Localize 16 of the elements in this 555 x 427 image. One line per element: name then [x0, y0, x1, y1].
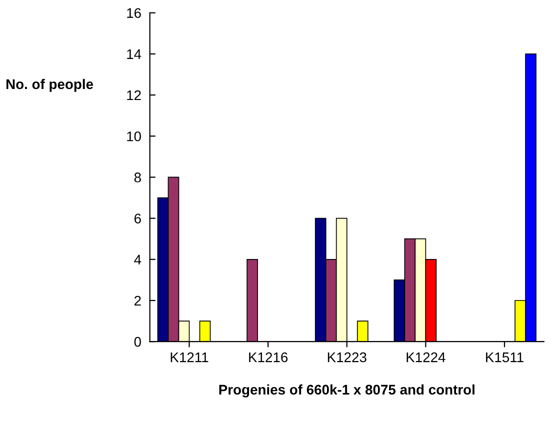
- y-tick-label: 10: [127, 131, 141, 142]
- x-tick-label: K1216: [249, 352, 288, 362]
- y-tick-label: 4: [134, 254, 142, 264]
- x-axis-title: Progenies of 660k-1 x 8075 and control: [219, 384, 474, 398]
- y-tick-label: 12: [127, 90, 141, 100]
- y-tick-label: 6: [134, 214, 141, 224]
- y-tick-label: 2: [134, 296, 141, 306]
- x-tick-label: K1511: [486, 352, 524, 362]
- y-tick-label: 14: [127, 49, 142, 59]
- y-tick-label: 16: [127, 8, 141, 18]
- x-tick-label: K1223: [328, 352, 366, 362]
- y-tick-label: 0: [134, 336, 141, 347]
- x-tick-label: K1224: [406, 352, 446, 362]
- x-tick-label: K1211: [170, 352, 208, 362]
- y-axis-title: No. of people: [6, 78, 94, 92]
- y-tick-label: 8: [134, 172, 141, 182]
